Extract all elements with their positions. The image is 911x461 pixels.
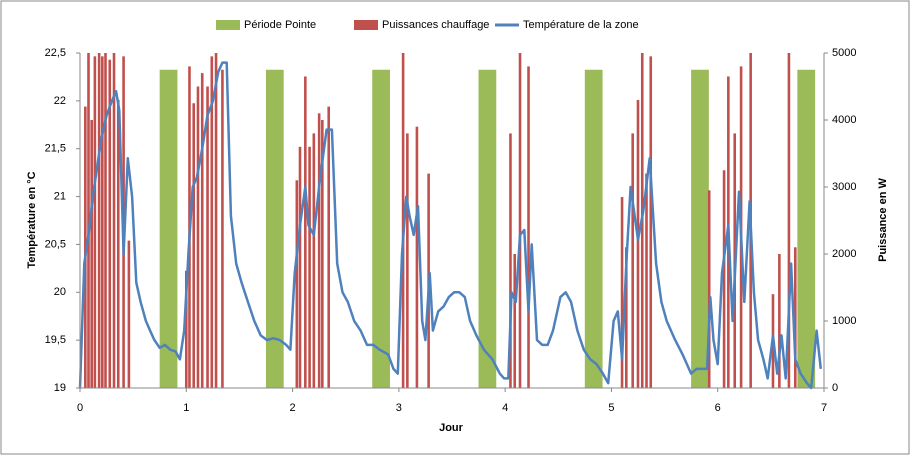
heating-bar bbox=[722, 170, 726, 388]
y-tick-label: 22 bbox=[54, 95, 66, 107]
heating-bar bbox=[210, 56, 214, 388]
heating-bar bbox=[101, 56, 104, 388]
heating-bar bbox=[298, 146, 302, 388]
heating-bar bbox=[625, 247, 628, 388]
y2-tick-label: 3000 bbox=[832, 181, 856, 193]
legend-label: Puissances chauffage bbox=[382, 19, 489, 31]
y2-axis-label: Puissance en W bbox=[877, 178, 889, 262]
y-tick-label: 21,5 bbox=[45, 143, 66, 155]
heating-bar bbox=[321, 120, 324, 388]
heating-bar bbox=[84, 106, 87, 388]
heating-bar bbox=[327, 106, 331, 388]
heating-bar bbox=[645, 173, 648, 388]
heating-bar bbox=[707, 190, 711, 388]
heating-bar bbox=[620, 197, 624, 388]
legend-label: Période Pointe bbox=[244, 19, 316, 31]
y-tick-label: 21 bbox=[54, 190, 66, 202]
x-tick-label: 1 bbox=[183, 402, 189, 414]
y2-tick-label: 1000 bbox=[832, 315, 856, 327]
heating-bar bbox=[518, 53, 522, 388]
heating-bar bbox=[415, 126, 419, 388]
heating-bar bbox=[312, 133, 316, 388]
heating-bar bbox=[304, 76, 307, 388]
peak-period-bar bbox=[797, 69, 816, 388]
heating-bar bbox=[221, 69, 224, 388]
heating-bar bbox=[93, 56, 97, 388]
heating-bar bbox=[90, 120, 93, 388]
y-tick-label: 20,5 bbox=[45, 238, 66, 250]
heating-bar bbox=[787, 53, 791, 388]
heating-bar bbox=[513, 254, 517, 388]
heating-bar bbox=[308, 146, 311, 388]
peak-period-bar bbox=[372, 69, 390, 388]
heating-bar bbox=[509, 133, 512, 388]
x-tick-label: 0 bbox=[77, 402, 83, 414]
x-tick-label: 5 bbox=[608, 402, 614, 414]
heating-bar bbox=[636, 99, 640, 389]
y-tick-label: 22,5 bbox=[45, 47, 66, 59]
peak-period-bar bbox=[265, 69, 284, 388]
heating-bar bbox=[97, 53, 101, 388]
heating-bar bbox=[406, 133, 409, 388]
x-tick-label: 4 bbox=[502, 402, 508, 414]
y-axis-label: Température en °C bbox=[26, 171, 38, 268]
x-tick-label: 6 bbox=[715, 402, 721, 414]
heating-bar bbox=[778, 254, 781, 388]
heating-bar bbox=[196, 86, 200, 388]
peak-period-bar bbox=[691, 69, 709, 388]
peak-period-bar bbox=[159, 69, 178, 388]
heating-bar bbox=[108, 59, 112, 388]
heating-bar bbox=[206, 86, 209, 388]
heating-bar bbox=[104, 53, 107, 388]
legend-swatch bbox=[216, 20, 240, 30]
heating-bar bbox=[631, 133, 634, 388]
heating-bar bbox=[317, 113, 321, 389]
temperature-line bbox=[78, 61, 823, 390]
x-tick-label: 3 bbox=[396, 402, 402, 414]
heating-bar bbox=[649, 56, 653, 388]
x-tick-label: 2 bbox=[290, 402, 296, 414]
heating-bar bbox=[87, 53, 90, 388]
y-tick-label: 19 bbox=[54, 382, 66, 394]
legend-label: Température de la zone bbox=[523, 19, 639, 31]
heating-bar bbox=[127, 240, 131, 388]
y2-tick-label: 4000 bbox=[832, 114, 856, 126]
heating-bar bbox=[527, 66, 530, 389]
heating-bar bbox=[200, 73, 204, 388]
peak-period-bar bbox=[584, 69, 603, 388]
y2-tick-label: 2000 bbox=[832, 248, 856, 260]
heating-bar bbox=[401, 53, 405, 388]
y-tick-label: 19,5 bbox=[45, 334, 66, 346]
legend-swatch bbox=[354, 20, 378, 30]
y-tick-label: 20 bbox=[54, 286, 66, 298]
y2-tick-label: 5000 bbox=[832, 47, 856, 59]
y2-tick-label: 0 bbox=[832, 382, 838, 394]
heating-bar bbox=[112, 53, 116, 388]
heating-bar bbox=[295, 180, 299, 388]
x-tick-label: 7 bbox=[821, 402, 827, 414]
heating-bar bbox=[116, 99, 120, 389]
heating-bar bbox=[192, 103, 196, 388]
x-axis-label: Jour bbox=[439, 422, 464, 434]
peak-period-bar bbox=[478, 69, 497, 388]
heating-bar bbox=[794, 247, 797, 388]
heating-bar bbox=[184, 270, 188, 388]
heating-bar bbox=[214, 53, 218, 388]
